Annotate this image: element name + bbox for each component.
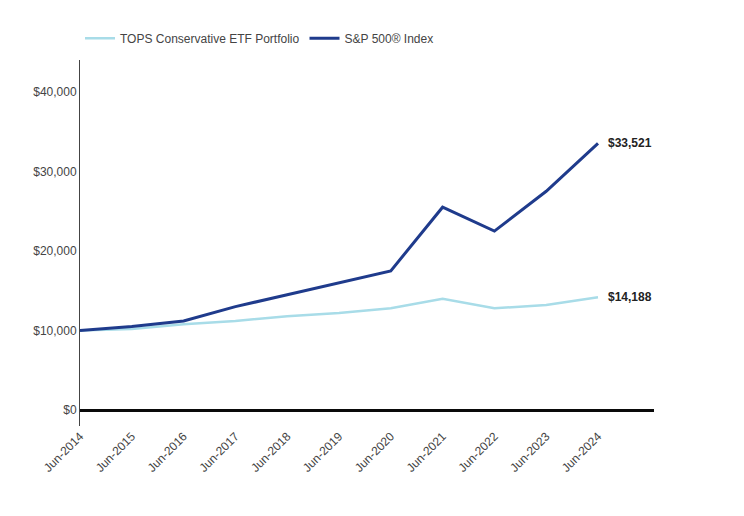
svg-text:$33,521: $33,521 [608,136,652,150]
svg-text:Jun-2021: Jun-2021 [404,429,450,475]
svg-text:Jun-2018: Jun-2018 [248,429,294,475]
svg-text:Jun-2020: Jun-2020 [352,429,398,475]
svg-text:Jun-2022: Jun-2022 [455,429,501,475]
svg-text:$40,000: $40,000 [33,85,77,99]
svg-text:Jun-2023: Jun-2023 [507,429,553,475]
svg-text:Jun-2015: Jun-2015 [93,429,139,475]
svg-text:S&P 500® Index: S&P 500® Index [345,32,434,46]
svg-text:Jun-2024: Jun-2024 [559,429,605,475]
svg-text:$0: $0 [63,403,77,417]
svg-text:TOPS Conservative ETF Portfoli: TOPS Conservative ETF Portfolio [120,32,300,46]
svg-text:$30,000: $30,000 [33,165,77,179]
svg-text:$10,000: $10,000 [33,324,77,338]
svg-text:$20,000: $20,000 [33,244,77,258]
svg-text:Jun-2019: Jun-2019 [300,429,346,475]
svg-text:Jun-2017: Jun-2017 [196,429,242,475]
svg-text:Jun-2014: Jun-2014 [41,429,87,475]
svg-text:$14,188: $14,188 [608,290,652,304]
svg-text:Jun-2016: Jun-2016 [145,429,191,475]
